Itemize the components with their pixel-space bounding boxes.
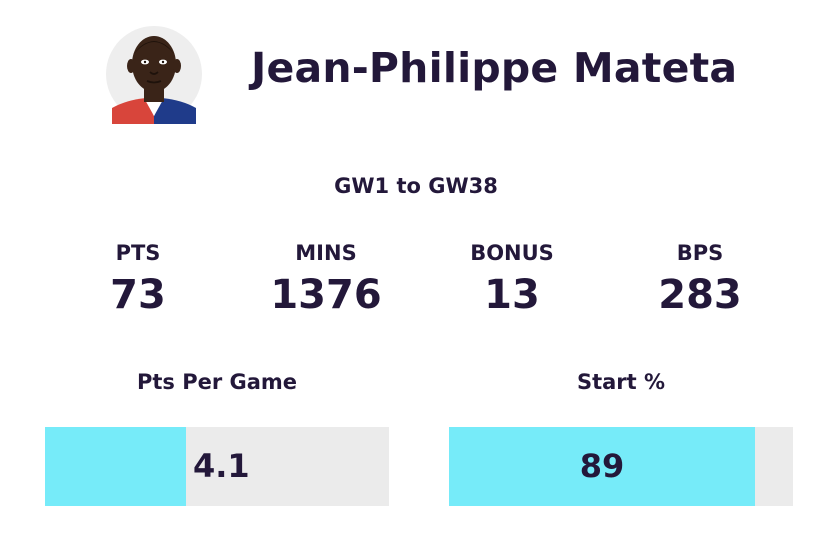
gameweek-range: GW1 to GW38 — [334, 174, 498, 198]
player-avatar-icon — [106, 24, 202, 124]
stat-label: BPS — [676, 241, 724, 265]
stat-label: MINS — [295, 241, 357, 265]
start-pct-bar-fill — [449, 427, 756, 506]
stat-bonus: BONUS 13 — [422, 239, 602, 319]
pts-per-game-bar: 4.1 — [45, 427, 389, 506]
start-pct-bar: 89 — [449, 427, 793, 506]
stat-value: 283 — [658, 272, 742, 318]
stat-value: 13 — [484, 272, 540, 318]
player-name: Jean-Philippe Mateta — [251, 44, 738, 92]
pts-per-game-bar-fill — [45, 427, 187, 506]
stat-value: 73 — [110, 272, 166, 318]
stat-label: PTS — [115, 241, 161, 265]
stat-label: BONUS — [470, 241, 554, 265]
pts-per-game-label: Pts Per Game — [136, 370, 298, 394]
pts-per-game-value: 4.1 — [193, 447, 250, 485]
stat-bps: BPS 283 — [610, 239, 790, 319]
player-header: Jean-Philippe Mateta — [0, 0, 832, 150]
stat-pts: PTS 73 — [48, 239, 228, 319]
start-pct-label: Start % — [576, 370, 666, 394]
stat-mins: MINS 1376 — [236, 239, 416, 319]
stat-value: 1376 — [270, 272, 382, 318]
start-pct-value: 89 — [579, 447, 625, 485]
